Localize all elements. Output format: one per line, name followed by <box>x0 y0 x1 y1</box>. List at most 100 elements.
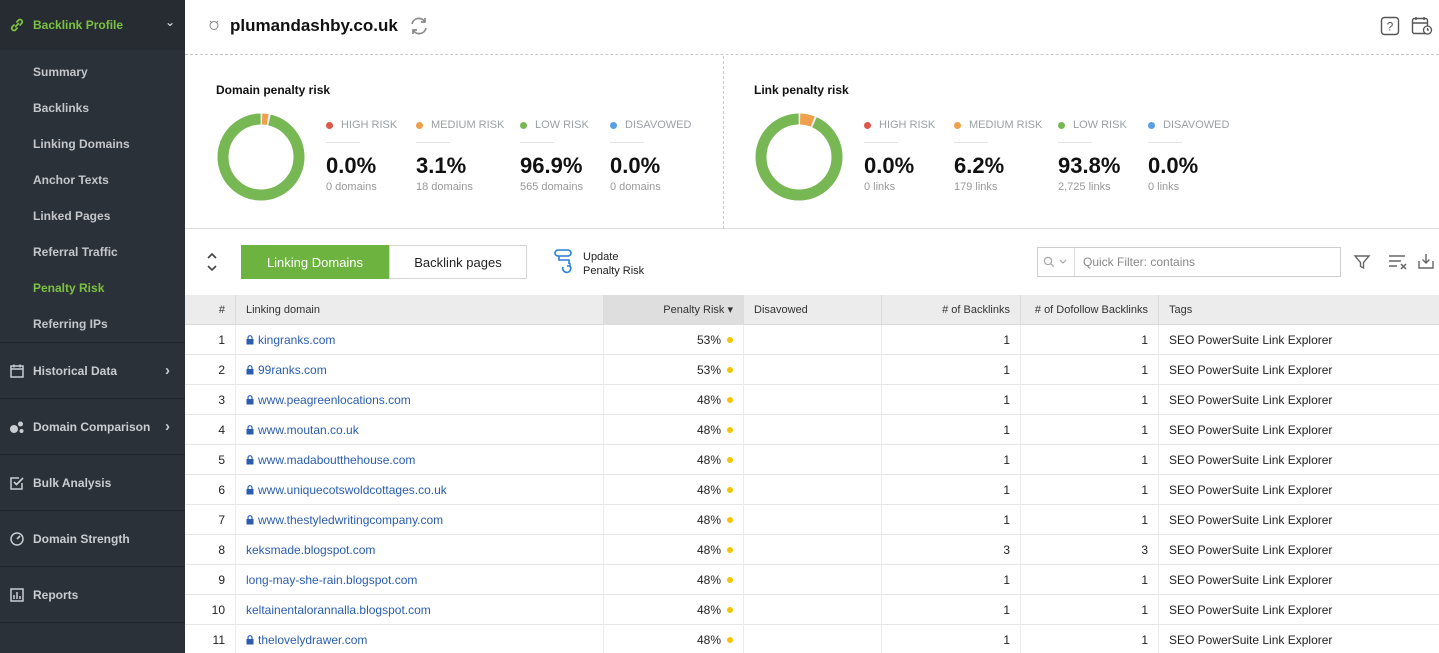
tags-cell: SEO PowerSuite Link Explorer <box>1158 565 1434 595</box>
lock-icon <box>246 365 254 375</box>
quick-filter-input[interactable] <box>1076 248 1340 276</box>
column-header-disavowed[interactable]: Disavowed <box>743 295 881 325</box>
sidebar-section-reports[interactable]: Reports <box>0 567 185 622</box>
backlinks-count: 1 <box>881 625 1020 653</box>
clear-filter-icon[interactable] <box>1388 253 1408 276</box>
tags-cell: SEO PowerSuite Link Explorer <box>1158 535 1434 565</box>
table-row[interactable]: 10 keltainentalorannalla.blogspot.com 48% 1… <box>185 595 1439 625</box>
sidebar-item-linked-pages[interactable]: Linked Pages <box>33 209 111 223</box>
penalty-risk-cell: 48% <box>603 415 743 445</box>
column-header-tags[interactable]: Tags <box>1158 295 1434 325</box>
calendar-icon <box>8 362 25 379</box>
disavowed-cell[interactable] <box>743 535 881 565</box>
sidebar-section-domain-strength[interactable]: Domain Strength <box>0 511 185 566</box>
linking-domain-link[interactable]: www.uniquecotswoldcottages.co.uk <box>258 483 447 497</box>
disavowed-cell[interactable] <box>743 385 881 415</box>
sidebar-item-backlinks[interactable]: Backlinks <box>33 101 90 115</box>
linking-domain-link[interactable]: long-may-she-rain.blogspot.com <box>246 573 418 587</box>
sidebar-item-linking-domains[interactable]: Linking Domains <box>33 137 130 151</box>
table-row[interactable]: 7 www.thestyledwritingcompany.com 48% 1 1 SEO… <box>185 505 1439 535</box>
linking-domain-link[interactable]: www.madaboutthehouse.com <box>258 453 416 467</box>
sidebar-section-label: Domain Strength <box>33 531 130 546</box>
disavowed-cell[interactable] <box>743 475 881 505</box>
linking-domain-link[interactable]: thelovelydrawer.com <box>258 633 368 647</box>
sidebar-item-referring-ips[interactable]: Referring IPs <box>33 317 108 331</box>
table-row[interactable]: 5 www.madaboutthehouse.com 48% 1 1 SEO PowerS… <box>185 445 1439 475</box>
table-row[interactable]: 3 www.peagreenlocations.com 48% 1 1 SEO Power… <box>185 385 1439 415</box>
filter-mode-dropdown[interactable] <box>1038 248 1075 276</box>
divider <box>416 142 450 143</box>
table-row[interactable]: 2 99ranks.com 53% 1 1 SEO PowerSuite Link Exp… <box>185 355 1439 385</box>
table-row[interactable]: 1 kingranks.com 53% 1 1 SEO PowerSuite Link E… <box>185 325 1439 355</box>
row-number: 9 <box>218 573 225 587</box>
disavowed-cell[interactable] <box>743 625 881 653</box>
tags-cell: SEO PowerSuite Link Explorer <box>1158 625 1434 653</box>
row-number: 10 <box>211 603 225 617</box>
table-row[interactable]: 8 keksmade.blogspot.com 48% 3 3 SEO PowerSuit… <box>185 535 1439 565</box>
schedule-icon[interactable] <box>1411 16 1433 41</box>
sidebar-section-bulk-analysis[interactable]: Bulk Analysis <box>0 455 185 510</box>
expand-collapse-icon[interactable] <box>205 250 219 279</box>
divider <box>610 142 644 143</box>
linking-domain-link[interactable]: keltainentalorannalla.blogspot.com <box>246 603 431 617</box>
penalty-risk-value: 48% <box>696 633 721 647</box>
column-header-dofollow-backlinks[interactable]: # of Dofollow Backlinks <box>1020 295 1158 325</box>
sidebar-item-penalty-risk[interactable]: Penalty Risk <box>33 281 105 295</box>
stat-percent: 0.0% <box>864 153 915 178</box>
linking-domain-link[interactable]: keksmade.blogspot.com <box>246 543 376 557</box>
filter-icon[interactable] <box>1353 253 1371 276</box>
disavowed-dot-icon <box>610 121 617 129</box>
table-row[interactable]: 9 long-may-she-rain.blogspot.com 48% 1 1 SEO … <box>185 565 1439 595</box>
disavowed-cell[interactable] <box>743 325 881 355</box>
tab-backlink-pages[interactable]: Backlink pages <box>389 245 527 279</box>
risk-indicator-dot-icon <box>727 397 733 403</box>
linking-domain-link[interactable]: 99ranks.com <box>258 363 327 377</box>
column-header-penalty-risk[interactable]: Penalty Risk ▾ <box>603 295 743 325</box>
update-penalty-risk-button[interactable]: Update Penalty Risk <box>553 248 644 279</box>
sidebar-section-historical-data[interactable]: Historical Data › <box>0 343 185 398</box>
disavowed-cell[interactable] <box>743 445 881 475</box>
disavowed-cell[interactable] <box>743 415 881 445</box>
medium-risk-dot-icon <box>954 121 961 129</box>
site-title: plumandashby.co.uk <box>230 16 398 35</box>
sidebar-section-label: Reports <box>33 587 79 602</box>
sidebar-section-domain-comparison[interactable]: Domain Comparison › <box>0 399 185 454</box>
penalty-risk-cell: 48% <box>603 475 743 505</box>
table-row[interactable]: 6 www.uniquecotswoldcottages.co.uk 48% 1 1 SE… <box>185 475 1439 505</box>
column-header-backlinks[interactable]: # of Backlinks <box>881 295 1020 325</box>
disavowed-cell[interactable] <box>743 505 881 535</box>
disavowed-cell[interactable] <box>743 355 881 385</box>
sidebar-item-summary[interactable]: Summary <box>33 65 88 79</box>
column-header-number[interactable]: # <box>218 304 225 316</box>
donut-segment-low <box>217 113 305 201</box>
linking-domain-link[interactable]: www.thestyledwritingcompany.com <box>258 513 444 527</box>
sidebar-section-backlink-profile[interactable]: Backlink Profile ⌄ <box>0 0 185 50</box>
penalty-risk-value: 48% <box>696 603 721 617</box>
linking-domain-link[interactable]: kingranks.com <box>258 333 336 347</box>
row-number: 7 <box>218 513 225 527</box>
tags-cell: SEO PowerSuite Link Explorer <box>1158 475 1434 505</box>
tab-linking-domains[interactable]: Linking Domains <box>241 245 389 279</box>
disavowed-cell[interactable] <box>743 565 881 595</box>
stat-count: 2,725 links <box>1058 181 1111 193</box>
column-header-linking-domain[interactable]: Linking domain <box>235 295 603 325</box>
help-icon[interactable]: ? <box>1380 16 1400 41</box>
sidebar-item-referral-traffic[interactable]: Referral Traffic <box>33 245 118 259</box>
linking-domain-link[interactable]: www.moutan.co.uk <box>258 423 359 437</box>
linking-domain-link[interactable]: www.peagreenlocations.com <box>258 393 411 407</box>
table-row[interactable]: 4 www.moutan.co.uk 48% 1 1 SEO PowerSuite Lin… <box>185 415 1439 445</box>
sidebar-item-anchor-texts[interactable]: Anchor Texts <box>33 173 109 187</box>
dofollow-backlinks-count: 1 <box>1020 595 1158 625</box>
export-icon[interactable] <box>1417 252 1435 275</box>
dofollow-backlinks-count: 3 <box>1020 535 1158 565</box>
domain-stat-high: HIGH RISK 0.0% 0 domains <box>326 118 416 193</box>
dofollow-backlinks-count: 1 <box>1020 385 1158 415</box>
linking-domains-table: # Linking domain Penalty Risk ▾ Disavowe… <box>185 295 1439 653</box>
refresh-icon[interactable] <box>408 15 430 42</box>
linking-domain-cell: 99ranks.com <box>235 355 603 385</box>
disavowed-cell[interactable] <box>743 595 881 625</box>
table-row[interactable]: 11 thelovelydrawer.com 48% 1 1 SEO PowerSuite… <box>185 625 1439 653</box>
penalty-risk-value: 48% <box>696 423 721 437</box>
dofollow-backlinks-count: 1 <box>1020 355 1158 385</box>
backlinks-count: 1 <box>881 325 1020 355</box>
